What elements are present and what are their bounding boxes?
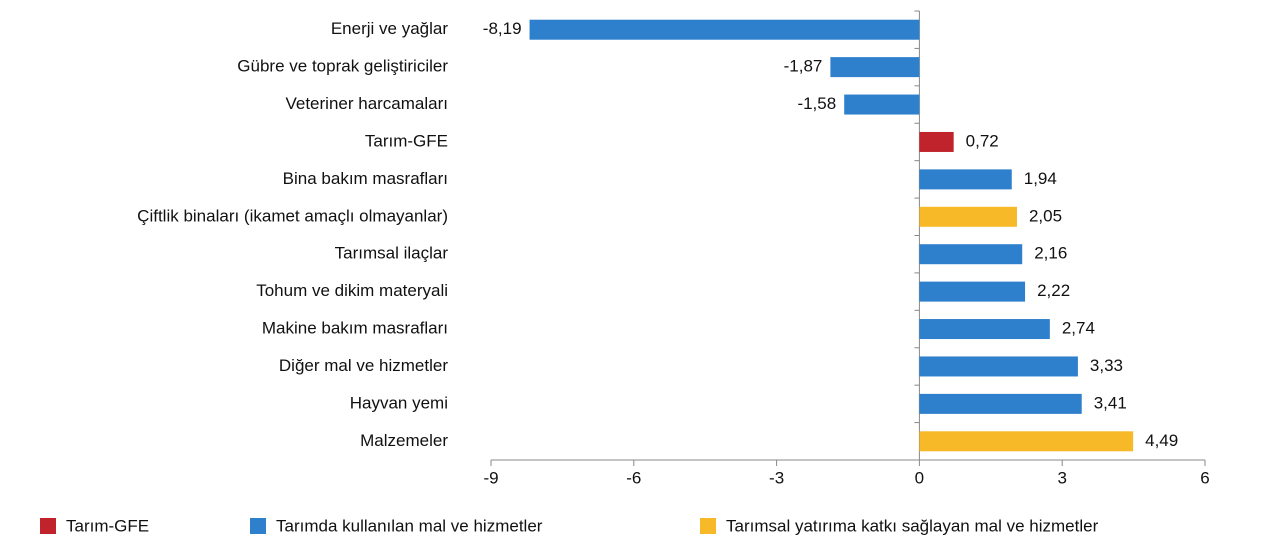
x-tick-label: -3: [769, 468, 784, 487]
category-label: Enerji ve yağlar: [331, 19, 449, 38]
category-label: Tarım-GFE: [365, 131, 448, 150]
data-label: 0,72: [966, 131, 999, 150]
data-label: -1,58: [797, 94, 836, 113]
category-label: Malzemeler: [360, 431, 448, 450]
data-label: 1,94: [1024, 169, 1057, 188]
x-tick-label: 0: [915, 468, 924, 487]
category-label: Gübre ve toprak geliştiriciler: [237, 57, 448, 76]
category-label: Veteriner harcamaları: [285, 94, 448, 113]
data-label: 3,33: [1090, 356, 1123, 375]
bar: [919, 169, 1012, 190]
bar: [529, 19, 920, 40]
x-tick-label: 6: [1200, 468, 1209, 487]
x-tick-label: -9: [483, 468, 498, 487]
bar: [919, 393, 1082, 414]
bar: [919, 281, 1026, 302]
legend-label: Tarımsal yatırıma katkı sağlayan mal ve …: [726, 516, 1099, 535]
data-label: 2,22: [1037, 281, 1070, 300]
category-label: Bina bakım masrafları: [283, 169, 448, 188]
legend-swatch: [40, 518, 56, 534]
bar: [844, 94, 920, 115]
data-label: 4,49: [1145, 431, 1178, 450]
legend-swatch: [250, 518, 266, 534]
data-label: 3,41: [1094, 393, 1127, 412]
bar: [919, 431, 1134, 452]
data-label: 2,05: [1029, 206, 1062, 225]
category-label: Hayvan yemi: [350, 393, 448, 412]
legend-swatch: [700, 518, 716, 534]
data-label: 2,74: [1062, 319, 1095, 338]
category-label: Diğer mal ve hizmetler: [279, 356, 448, 375]
data-label: -1,87: [784, 57, 823, 76]
bar: [919, 131, 954, 152]
legend-label: Tarımda kullanılan mal ve hizmetler: [276, 516, 543, 535]
category-label: Makine bakım masrafları: [262, 319, 448, 338]
bar: [919, 244, 1023, 265]
category-label: Tarımsal ilaçlar: [335, 244, 449, 263]
legend-label: Tarım-GFE: [66, 516, 149, 535]
data-label: -8,19: [483, 19, 522, 38]
bar: [919, 206, 1017, 227]
category-label: Tohum ve dikim materyali: [256, 281, 448, 300]
bar: [919, 319, 1050, 340]
bar: [919, 356, 1078, 377]
bar: [830, 57, 920, 78]
x-tick-label: 3: [1057, 468, 1066, 487]
x-tick-label: -6: [626, 468, 641, 487]
category-label: Çiftlik binaları (ikamet amaçlı olmayanl…: [137, 206, 448, 225]
data-label: 2,16: [1034, 244, 1067, 263]
